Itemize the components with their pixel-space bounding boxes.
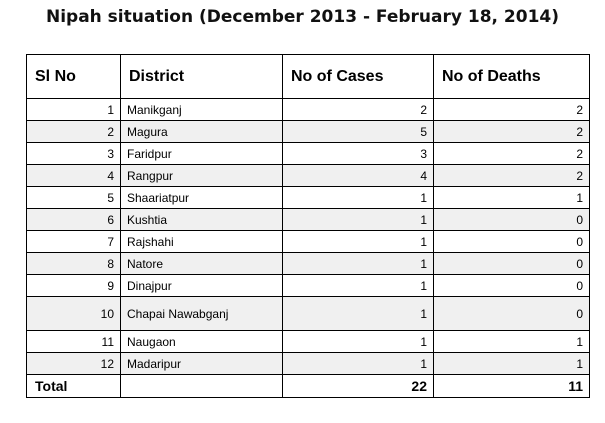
- cell-sl-no: 2: [26, 120, 121, 143]
- total-deaths: 11: [433, 374, 590, 398]
- cell-deaths: 2: [433, 120, 590, 143]
- cell-district: Dinajpur: [120, 274, 283, 297]
- cell-deaths: 1: [433, 352, 590, 375]
- cell-deaths: 0: [433, 296, 590, 331]
- cell-cases: 1: [282, 274, 434, 297]
- cell-deaths: 1: [433, 330, 590, 353]
- cell-cases: 1: [282, 208, 434, 231]
- cell-district: Manikganj: [120, 98, 283, 121]
- total-district-empty: [120, 374, 283, 398]
- cell-cases: 2: [282, 98, 434, 121]
- cell-district: Naugaon: [120, 330, 283, 353]
- page-title: Nipah situation (December 2013 - Februar…: [45, 7, 560, 27]
- table-row: 4 Rangpur 4 2: [26, 164, 590, 187]
- cell-cases: 1: [282, 330, 434, 353]
- cell-deaths: 2: [433, 164, 590, 187]
- cell-sl-no: 8: [26, 252, 121, 275]
- total-cases: 22: [282, 374, 434, 398]
- table-row: 5 Shaariatpur 1 1: [26, 186, 590, 209]
- cell-cases: 1: [282, 186, 434, 209]
- cell-sl-no: 3: [26, 142, 121, 165]
- cell-cases: 1: [282, 296, 434, 331]
- cell-sl-no: 7: [26, 230, 121, 253]
- cell-district: Natore: [120, 252, 283, 275]
- cell-cases: 5: [282, 120, 434, 143]
- cell-sl-no: 1: [26, 98, 121, 121]
- table-row: 2 Magura 5 2: [26, 120, 590, 143]
- table-header-row: Sl No District No of Cases No of Deaths: [26, 54, 590, 99]
- cell-cases: 1: [282, 252, 434, 275]
- cell-sl-no: 6: [26, 208, 121, 231]
- table-row: 10 Chapai Nawabganj 1 0: [26, 296, 590, 331]
- table-row: 12 Madaripur 1 1: [26, 352, 590, 375]
- nipah-cases-table: Sl No District No of Cases No of Deaths …: [26, 54, 590, 398]
- table-row: 8 Natore 1 0: [26, 252, 590, 275]
- cell-sl-no: 9: [26, 274, 121, 297]
- cell-district: Madaripur: [120, 352, 283, 375]
- cell-sl-no: 11: [26, 330, 121, 353]
- cell-district: Chapai Nawabganj: [120, 296, 283, 331]
- table-row: 9 Dinajpur 1 0: [26, 274, 590, 297]
- cell-cases: 1: [282, 352, 434, 375]
- cell-cases: 1: [282, 230, 434, 253]
- cell-sl-no: 4: [26, 164, 121, 187]
- total-label: Total: [26, 374, 121, 398]
- cell-deaths: 1: [433, 186, 590, 209]
- header-no-of-deaths: No of Deaths: [433, 54, 590, 99]
- cell-district: Rajshahi: [120, 230, 283, 253]
- table-row: 7 Rajshahi 1 0: [26, 230, 590, 253]
- cell-district: Rangpur: [120, 164, 283, 187]
- cell-deaths: 0: [433, 274, 590, 297]
- cell-cases: 3: [282, 142, 434, 165]
- cell-sl-no: 10: [26, 296, 121, 331]
- cell-district: Shaariatpur: [120, 186, 283, 209]
- cell-sl-no: 5: [26, 186, 121, 209]
- table-row: 3 Faridpur 3 2: [26, 142, 590, 165]
- cell-deaths: 2: [433, 142, 590, 165]
- total-row: Total 22 11: [26, 374, 590, 398]
- header-district: District: [120, 54, 283, 99]
- cell-sl-no: 12: [26, 352, 121, 375]
- header-no-of-cases: No of Cases: [282, 54, 434, 99]
- cell-deaths: 0: [433, 252, 590, 275]
- table-row: 11 Naugaon 1 1: [26, 330, 590, 353]
- table-row: 6 Kushtia 1 0: [26, 208, 590, 231]
- cell-deaths: 0: [433, 230, 590, 253]
- cell-cases: 4: [282, 164, 434, 187]
- cell-district: Faridpur: [120, 142, 283, 165]
- table-row: 1 Manikganj 2 2: [26, 98, 590, 121]
- cell-district: Kushtia: [120, 208, 283, 231]
- cell-deaths: 2: [433, 98, 590, 121]
- cell-deaths: 0: [433, 208, 590, 231]
- cell-district: Magura: [120, 120, 283, 143]
- header-sl-no: Sl No: [26, 54, 121, 99]
